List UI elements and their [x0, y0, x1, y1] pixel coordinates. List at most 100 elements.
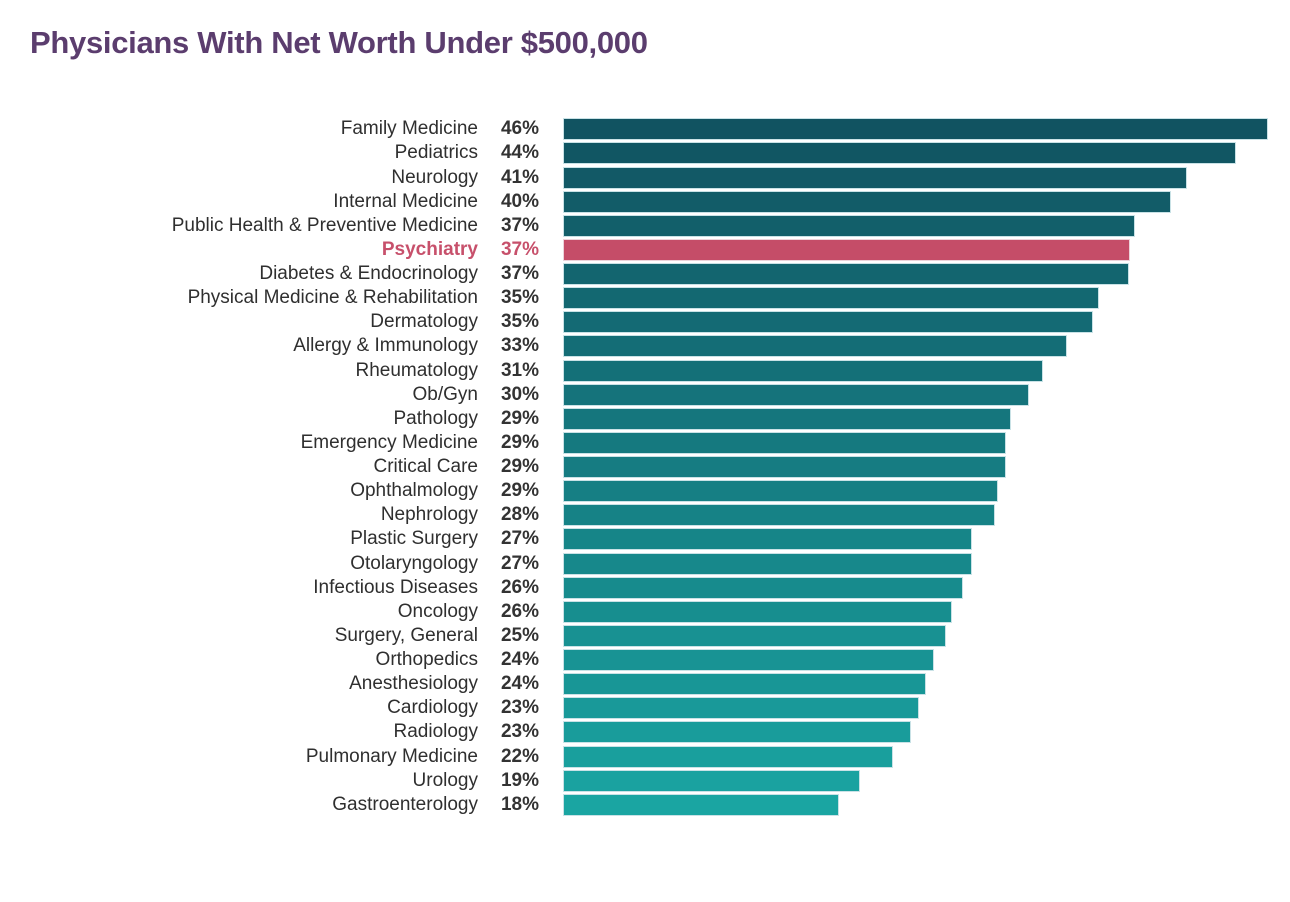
chart-row: Oncology 26% [0, 600, 1290, 624]
bar-track [563, 335, 1290, 358]
chart-row: Surgery, General 25% [0, 624, 1290, 648]
chart-row: Dermatology 35% [0, 310, 1290, 334]
bar [563, 673, 927, 696]
bar [563, 431, 1006, 454]
value-label: 26% [500, 576, 540, 598]
bar [563, 624, 947, 647]
bar [563, 769, 861, 792]
bar-track [563, 769, 1290, 792]
value-label: 41% [500, 166, 540, 188]
bar-chart: Family Medicine 46% Pediatrics 44% Neuro… [0, 117, 1290, 817]
bar-track [563, 504, 1290, 527]
chart-row: Anesthesiology 24% [0, 672, 1290, 696]
category-label: Plastic Surgery [350, 528, 478, 550]
chart-row: Nephrology 28% [0, 503, 1290, 527]
category-label: Psychiatry [381, 238, 478, 260]
category-label: Infectious Diseases [313, 576, 478, 598]
category-label: Critical Care [373, 456, 478, 477]
category-label: Public Health & Preventive Medicine [171, 214, 478, 236]
bar [563, 480, 999, 503]
value-label: 37% [500, 214, 540, 236]
chart-row: Physical Medicine & Rehabilitation 35% [0, 286, 1290, 310]
value-label: 46% [500, 118, 540, 140]
bar-track [563, 528, 1290, 551]
bar [563, 359, 1043, 382]
bar [563, 649, 934, 671]
category-label: Oncology [397, 600, 478, 622]
bar [563, 214, 1135, 237]
bar-track [563, 480, 1290, 503]
value-label: 25% [500, 624, 540, 646]
value-label: 24% [500, 673, 540, 695]
bar-track [563, 383, 1290, 406]
chart-row: Emergency Medicine 29% [0, 431, 1290, 455]
bar [563, 600, 953, 623]
chart-row: Ophthalmology 29% [0, 479, 1290, 503]
bar-track [563, 311, 1290, 334]
chart-row: Psychiatry 37% [0, 238, 1290, 262]
bar [563, 287, 1100, 310]
chart-row: Otolaryngology 27% [0, 551, 1290, 575]
bar [563, 263, 1129, 285]
bar-track [563, 673, 1290, 696]
chart-row: Pulmonary Medicine 22% [0, 744, 1290, 768]
category-label: Pulmonary Medicine [305, 745, 478, 767]
bar [563, 745, 893, 768]
bar-track [563, 263, 1290, 285]
chart-row: Family Medicine 46% [0, 117, 1290, 141]
category-label: Radiology [393, 721, 479, 743]
bar [563, 335, 1068, 358]
category-label: Pathology [393, 407, 478, 429]
chart-row: Pediatrics 44% [0, 141, 1290, 165]
value-label: 27% [500, 552, 540, 574]
chart-row: Internal Medicine 40% [0, 190, 1290, 214]
value-label: 44% [500, 142, 540, 164]
bar [563, 118, 1268, 141]
bar-track [563, 649, 1290, 671]
category-label: Ophthalmology [350, 480, 478, 502]
value-label: 29% [500, 480, 540, 502]
chart-title: Physicians With Net Worth Under $500,000 [30, 25, 648, 60]
chart-row: Urology 19% [0, 769, 1290, 793]
bar-track [563, 552, 1290, 575]
chart-row: Public Health & Preventive Medicine 37% [0, 214, 1290, 238]
value-label: 33% [500, 335, 540, 357]
bar-track [563, 697, 1290, 720]
category-label: Anesthesiology [349, 673, 478, 695]
chart-row: Orthopedics 24% [0, 648, 1290, 672]
value-label: 26% [500, 600, 540, 622]
value-label: 23% [500, 697, 540, 719]
category-label: Physical Medicine & Rehabilitation [187, 287, 478, 309]
chart-row: Diabetes & Endocrinology 37% [0, 262, 1290, 286]
value-label: 35% [500, 287, 540, 309]
chart-row: Critical Care 29% [0, 455, 1290, 479]
chart-row: Gastroenterology 18% [0, 793, 1290, 817]
bar-track [563, 118, 1290, 141]
value-label: 23% [500, 721, 540, 743]
bar-track [563, 287, 1290, 310]
category-label: Emergency Medicine [300, 431, 478, 453]
chart-row: Radiology 23% [0, 720, 1290, 744]
value-label: 37% [500, 263, 540, 284]
chart-row: Ob/Gyn 30% [0, 383, 1290, 407]
bar-track [563, 166, 1290, 189]
bar-track [563, 238, 1290, 261]
value-label: 30% [500, 383, 540, 405]
category-label: Pediatrics [394, 142, 478, 164]
category-label: Urology [412, 769, 478, 791]
bar [563, 383, 1029, 406]
chart-row: Plastic Surgery 27% [0, 527, 1290, 551]
bar-track [563, 721, 1290, 744]
chart-row: Cardiology 23% [0, 696, 1290, 720]
value-label: 18% [500, 793, 540, 815]
chart-row: Neurology 41% [0, 165, 1290, 189]
chart-row: Allergy & Immunology 33% [0, 334, 1290, 358]
bar [563, 311, 1094, 334]
value-label: 40% [500, 190, 540, 212]
bar-track [563, 600, 1290, 623]
category-label: Cardiology [387, 697, 478, 719]
value-label: 29% [500, 431, 540, 453]
bar-track [563, 407, 1290, 430]
bar [563, 456, 1006, 478]
value-label: 35% [500, 311, 540, 333]
